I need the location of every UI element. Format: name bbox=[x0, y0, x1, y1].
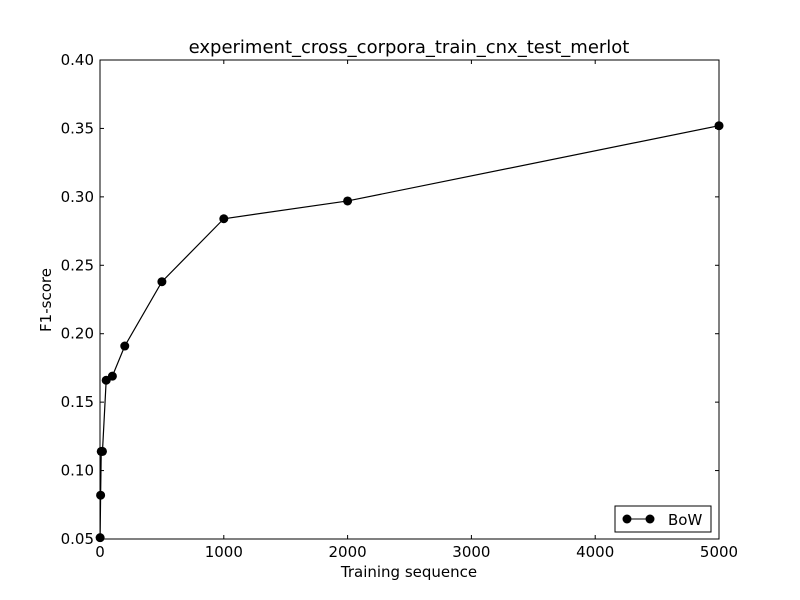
x-tick-label: 3000 bbox=[452, 543, 490, 561]
y-tick-label: 0.20 bbox=[61, 325, 94, 343]
y-tick-label: 0.35 bbox=[61, 119, 94, 137]
x-tick-label: 2000 bbox=[329, 543, 367, 561]
x-tick-label: 5000 bbox=[700, 543, 738, 561]
y-tick-label: 0.05 bbox=[61, 530, 94, 548]
data-point bbox=[97, 446, 107, 456]
legend-label: BoW bbox=[668, 511, 702, 529]
plot-background bbox=[100, 60, 719, 539]
x-tick-labels: 0 1000 2000 3000 4000 5000 bbox=[95, 543, 738, 561]
x-axis-label: Training sequence bbox=[340, 563, 477, 581]
x-tick-label: 0 bbox=[95, 543, 105, 561]
data-point bbox=[157, 277, 167, 287]
data-point bbox=[96, 490, 106, 500]
y-tick-label: 0.30 bbox=[61, 188, 94, 206]
legend: BoW bbox=[614, 505, 712, 533]
data-point bbox=[219, 214, 229, 224]
series-layer bbox=[95, 121, 724, 543]
y-tick-label: 0.40 bbox=[61, 51, 94, 69]
y-axis-label: F1-score bbox=[37, 268, 55, 332]
x-tick-label: 4000 bbox=[576, 543, 614, 561]
legend-marker bbox=[645, 514, 655, 524]
x-tick-label: 1000 bbox=[205, 543, 243, 561]
plot-frame bbox=[99, 59, 720, 540]
y-tick-label: 0.25 bbox=[61, 256, 94, 274]
chart-title: experiment_cross_corpora_train_cnx_test_… bbox=[189, 37, 630, 58]
data-point bbox=[120, 341, 130, 351]
y-tick-label: 0.15 bbox=[61, 393, 94, 411]
y-tick-label: 0.10 bbox=[61, 462, 94, 480]
data-point bbox=[343, 196, 353, 206]
data-point bbox=[107, 371, 117, 381]
plot-area bbox=[95, 59, 724, 543]
legend-marker bbox=[622, 514, 632, 524]
y-tick-labels: 0.05 0.10 0.15 0.20 0.25 0.30 0.35 0.40 bbox=[61, 51, 94, 548]
